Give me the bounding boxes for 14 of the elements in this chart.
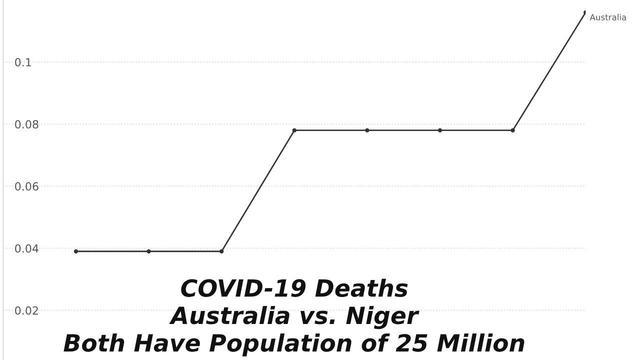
point <box>365 128 370 132</box>
y-tick-label: 0.04 <box>15 244 38 253</box>
point <box>292 128 296 132</box>
y-tick-label: 0.02 <box>15 306 38 315</box>
y-tick-label: 0.06 <box>15 182 38 191</box>
y-tick-label: 0.1 <box>15 58 31 66</box>
point <box>510 128 515 132</box>
point <box>438 128 442 132</box>
point <box>220 249 224 254</box>
y-tick-label: 0.08 <box>15 120 38 129</box>
text: COVID-19 Deaths Australia vs. Niger Both Have Population of 25 Million <box>64 278 524 356</box>
series-label: Australia <box>590 14 626 20</box>
point <box>74 249 78 254</box>
point <box>146 249 151 254</box>
